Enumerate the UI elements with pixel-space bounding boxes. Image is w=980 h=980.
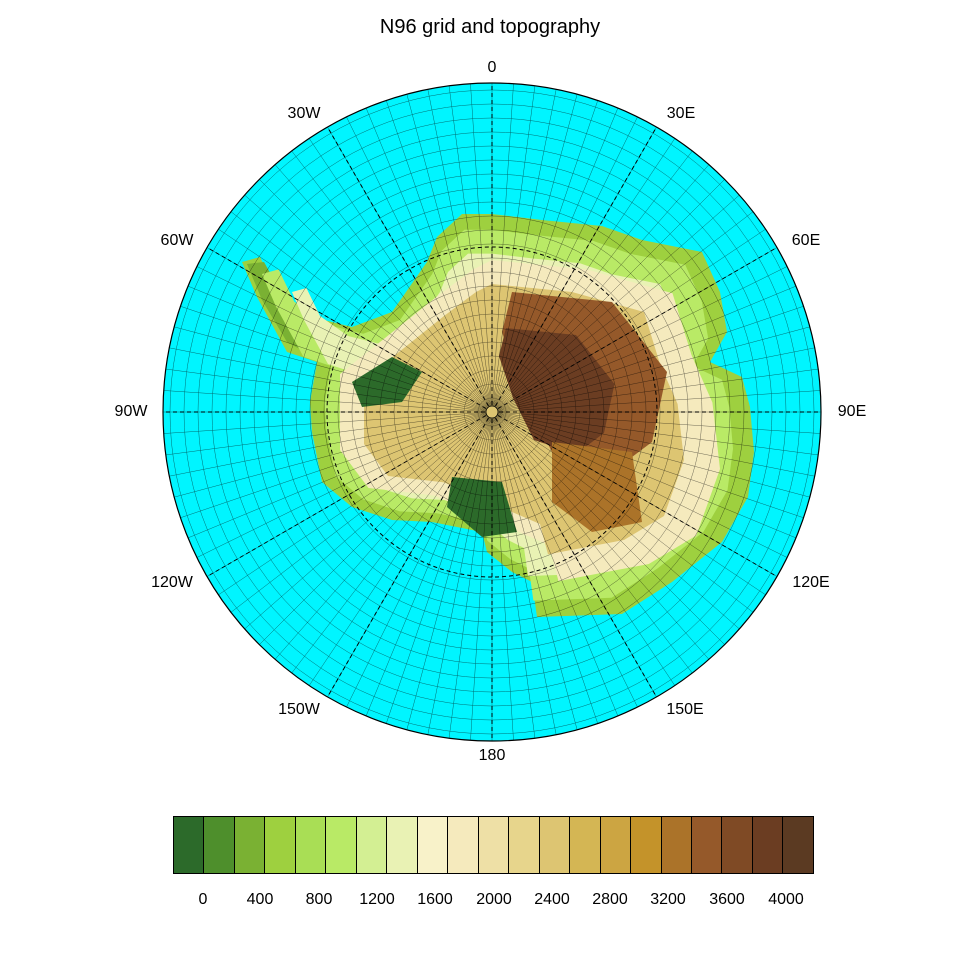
colorbar-swatch (326, 817, 357, 873)
colorbar-swatch (204, 817, 235, 873)
major-grid (163, 83, 821, 741)
topography-colorbar (173, 816, 814, 874)
colorbar-swatch (356, 817, 388, 873)
meridian (491, 411, 815, 477)
meridian (274, 411, 493, 660)
meridian (491, 89, 557, 413)
meridian (180, 306, 493, 413)
major-meridian (327, 126, 493, 413)
colorbar-swatch (478, 817, 510, 873)
lon-label-90e: 90E (837, 403, 867, 420)
lon-label-60w: 60W (160, 232, 194, 249)
meridian (244, 194, 493, 413)
colorbar-swatch (752, 817, 784, 873)
colorbar-swatch (661, 817, 692, 873)
meridian (291, 150, 493, 413)
meridian (491, 211, 754, 413)
colorbar-label: 2400 (534, 891, 570, 908)
meridian (165, 411, 493, 456)
lon-label-150e: 150E (666, 701, 704, 718)
colorbar-label: 2800 (592, 891, 628, 908)
colorbar-swatch (417, 817, 449, 873)
meridian (491, 285, 797, 413)
south-pole-marker (485, 405, 499, 419)
meridian (169, 347, 493, 413)
lon-label-120w: 120W (151, 574, 193, 591)
meridian (491, 100, 598, 413)
meridian (470, 411, 493, 741)
meridian (491, 411, 788, 558)
colorbar-swatch (722, 817, 753, 873)
meridian (187, 411, 493, 539)
meridian (448, 85, 493, 413)
meridian (491, 326, 810, 413)
major-meridian (206, 411, 493, 577)
lon-label-0: 0 (487, 59, 497, 76)
colorbar-swatch (539, 817, 571, 873)
meridian (491, 411, 619, 717)
colorbar-label: 1600 (417, 891, 453, 908)
colorbar-swatch (631, 817, 662, 873)
lon-label-30w: 30W (287, 105, 321, 122)
meridian (491, 164, 710, 413)
colorbar-label: 2000 (476, 891, 512, 908)
meridian (365, 107, 493, 413)
colorbar-swatch (691, 817, 723, 873)
meridian (491, 411, 740, 630)
colorbar-label: 3600 (709, 891, 745, 908)
colorbar-swatch (234, 817, 266, 873)
colorbar-swatch (387, 817, 418, 873)
meridian (406, 94, 493, 413)
colorbar-swatch (570, 817, 601, 873)
meridian (309, 411, 493, 686)
meridian (491, 138, 675, 413)
lon-label-90w: 90W (114, 403, 148, 420)
lon-label-180: 180 (478, 747, 506, 764)
colorbar-label: 800 (305, 891, 333, 908)
meridian (491, 368, 819, 413)
meridian (491, 411, 536, 739)
map-title: N96 grid and topography (379, 16, 601, 38)
meridian (491, 411, 766, 595)
meridian (196, 266, 493, 413)
east-plateau-high (499, 328, 615, 454)
meridian (491, 83, 514, 413)
colorbar-label: 400 (246, 891, 274, 908)
lon-label-150w: 150W (278, 701, 320, 718)
major-latitude-ring (326, 246, 658, 578)
colorbar-swatch (448, 817, 479, 873)
meridian (218, 229, 493, 413)
meridian (491, 411, 578, 730)
colorbar-label: 1200 (359, 891, 395, 908)
lon-label-60e: 60E (791, 232, 821, 249)
colorbar-swatch (174, 817, 205, 873)
meridian (427, 411, 493, 735)
colorbar-swatch (600, 817, 632, 873)
colorbar-swatch (295, 817, 327, 873)
meridian (491, 411, 804, 518)
ross-lowland (447, 477, 517, 537)
map-border (162, 82, 822, 742)
colorbar-swatch (509, 817, 540, 873)
major-meridian (491, 247, 778, 413)
lon-label-30e: 30E (666, 105, 696, 122)
meridian (346, 411, 493, 708)
meridian (491, 116, 638, 413)
colorbar-label: 3200 (650, 891, 686, 908)
colorbar-label: 0 (198, 891, 208, 908)
colorbar-label: 4000 (768, 891, 804, 908)
meridian (174, 411, 493, 498)
meridian (491, 411, 693, 674)
meridian (230, 411, 493, 613)
meridian (386, 411, 493, 724)
colorbar-swatch (783, 817, 813, 873)
colorbar-swatch (265, 817, 296, 873)
major-meridian (491, 411, 657, 698)
lon-label-120e: 120E (792, 574, 830, 591)
